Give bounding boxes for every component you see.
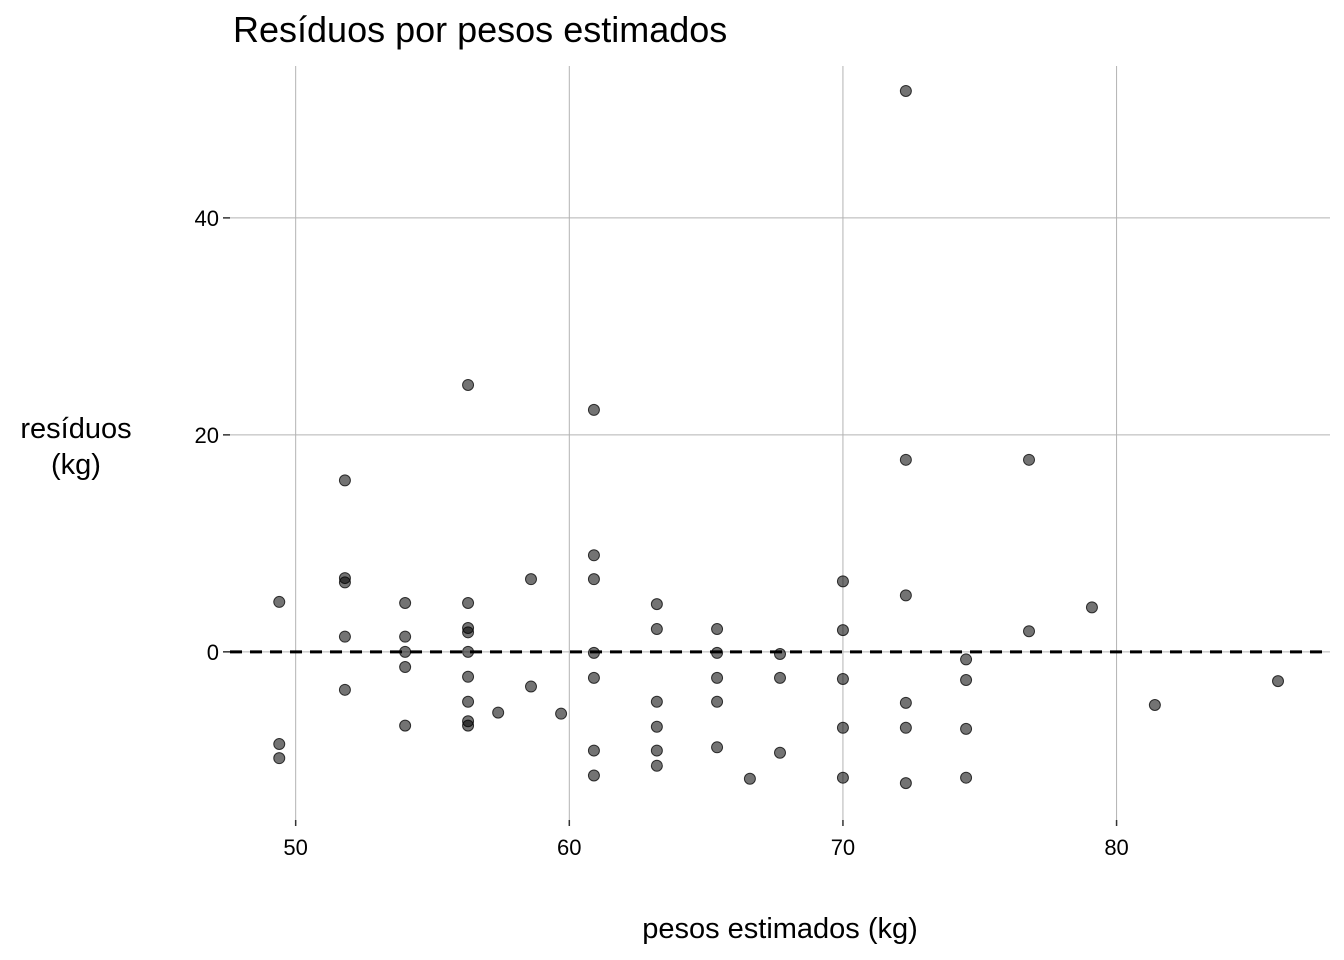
data-point xyxy=(492,706,505,719)
data-points xyxy=(273,84,1285,790)
data-point xyxy=(587,573,600,586)
data-point xyxy=(399,645,412,658)
data-point xyxy=(899,721,912,734)
x-tick-label: 50 xyxy=(283,835,307,860)
data-point xyxy=(587,671,600,684)
y-axis-title-line-1: resíduos xyxy=(20,413,131,445)
data-point xyxy=(587,403,600,416)
data-point xyxy=(774,671,786,684)
y-axis-ticks: 0 20 40 xyxy=(195,206,230,665)
y-tick-label: 20 xyxy=(195,423,219,448)
data-point xyxy=(960,653,973,666)
data-point xyxy=(711,623,724,636)
data-point xyxy=(399,661,412,674)
y-axis-title-line-2: (kg) xyxy=(51,449,101,481)
data-point xyxy=(650,720,663,733)
data-point xyxy=(836,624,849,637)
data-point xyxy=(650,623,663,636)
data-point xyxy=(1023,625,1036,638)
x-tick-label: 80 xyxy=(1104,835,1128,860)
data-point xyxy=(1272,675,1285,688)
data-point xyxy=(711,671,724,684)
data-point xyxy=(524,680,537,693)
data-point xyxy=(899,453,912,466)
data-point xyxy=(462,670,475,683)
data-point xyxy=(462,378,475,391)
data-point xyxy=(836,771,849,784)
data-point xyxy=(774,746,786,759)
x-gridlines xyxy=(295,66,1118,820)
data-point xyxy=(462,597,475,610)
data-point xyxy=(338,683,351,696)
data-point xyxy=(1023,453,1036,466)
x-tick-label: 70 xyxy=(831,835,855,860)
data-point xyxy=(462,645,475,658)
data-point xyxy=(587,744,600,757)
data-point xyxy=(1148,699,1161,712)
data-point xyxy=(711,741,724,754)
chart-title: Resíduos por pesos estimados xyxy=(233,9,727,50)
data-point xyxy=(555,707,568,720)
data-point xyxy=(836,575,849,588)
data-point xyxy=(899,777,912,790)
data-point xyxy=(960,722,973,735)
data-point xyxy=(587,549,600,562)
data-point xyxy=(587,769,600,782)
data-point xyxy=(774,648,786,661)
data-point xyxy=(338,474,351,487)
data-point xyxy=(462,695,475,708)
data-point xyxy=(899,589,912,602)
data-point xyxy=(399,719,412,732)
data-point xyxy=(836,672,849,685)
y-gridlines xyxy=(230,217,1330,653)
data-point xyxy=(273,595,286,608)
data-point xyxy=(899,84,912,97)
data-point xyxy=(836,721,849,734)
data-point xyxy=(273,738,286,751)
data-point xyxy=(399,597,412,610)
data-point xyxy=(338,576,351,589)
data-point xyxy=(650,598,663,611)
data-point xyxy=(338,630,351,643)
x-axis-title: pesos estimados (kg) xyxy=(642,913,918,945)
x-tick-label: 60 xyxy=(557,835,581,860)
data-point xyxy=(462,626,475,639)
data-point xyxy=(711,695,724,708)
data-point xyxy=(960,674,973,687)
y-tick-label: 0 xyxy=(207,640,219,665)
y-tick-label: 40 xyxy=(195,206,219,231)
data-point xyxy=(899,696,912,709)
data-point xyxy=(273,752,286,765)
x-axis-ticks: 50 60 70 80 xyxy=(283,820,1129,860)
data-point xyxy=(650,759,663,772)
data-point xyxy=(711,646,724,659)
data-point xyxy=(1085,601,1098,614)
data-point xyxy=(587,646,600,659)
data-point xyxy=(743,772,756,785)
data-point xyxy=(462,719,475,732)
data-point xyxy=(650,744,663,757)
data-point xyxy=(650,695,663,708)
data-point xyxy=(524,573,537,586)
data-point xyxy=(399,630,412,643)
data-point xyxy=(960,771,973,784)
